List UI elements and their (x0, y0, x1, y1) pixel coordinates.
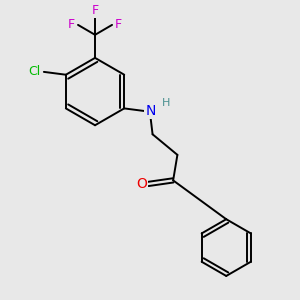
Text: O: O (136, 177, 147, 191)
Text: N: N (145, 104, 156, 118)
Text: F: F (92, 4, 99, 16)
Text: H: H (161, 98, 170, 108)
Text: F: F (68, 18, 75, 32)
Text: F: F (115, 18, 122, 32)
Text: Cl: Cl (28, 65, 40, 78)
